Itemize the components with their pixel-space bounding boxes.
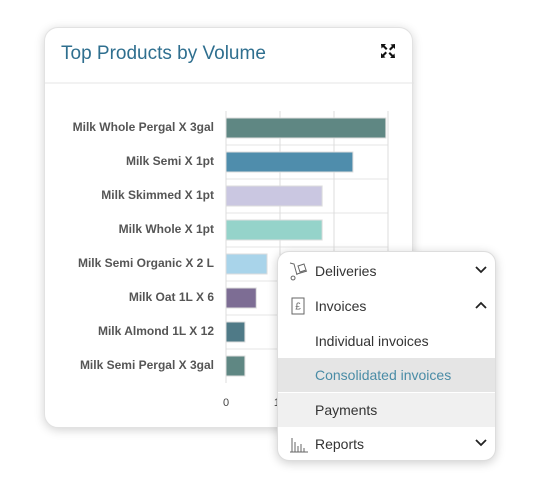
invoice-icon: £ <box>291 297 305 315</box>
bar <box>225 253 268 275</box>
menu-item[interactable]: £ Invoices <box>278 289 495 323</box>
chevron-up <box>475 301 487 309</box>
submenu-item-selected[interactable]: Consolidated invoices <box>278 358 495 392</box>
chevron-down <box>475 439 487 447</box>
bar <box>225 321 246 343</box>
expand-icon[interactable] <box>381 44 395 58</box>
y-tick-label: Milk Whole X 1pt <box>119 222 214 236</box>
chart-title: Top Products by Volume <box>61 43 266 64</box>
y-tick-label: Milk Semi Pergal X 3gal <box>80 358 214 372</box>
menu-label: Invoices <box>315 298 367 314</box>
chevron-down <box>475 266 487 274</box>
submenu-item[interactable]: Payments <box>278 393 495 427</box>
y-tick-label: Milk Skimmed X 1pt <box>101 188 214 202</box>
y-tick-label: Milk Oat 1L X 6 <box>129 290 214 304</box>
submenu-item[interactable]: Individual invoices <box>278 324 495 358</box>
nav-menu: Deliveries £ Invoices Individual invoice… <box>277 251 496 461</box>
svg-text:£: £ <box>295 302 301 313</box>
y-tick-label: Milk Semi X 1pt <box>126 154 214 168</box>
bar <box>225 117 387 139</box>
menu-label: Individual invoices <box>315 333 429 349</box>
bar <box>225 287 257 309</box>
menu-label: Deliveries <box>315 263 377 279</box>
bar <box>225 185 323 207</box>
y-tick-label: Milk Almond 1L X 12 <box>98 324 214 338</box>
y-tick-label: Milk Semi Organic X 2 L <box>78 256 214 270</box>
bar <box>225 219 323 241</box>
menu-label: Consolidated invoices <box>315 367 452 383</box>
menu-item[interactable]: Reports <box>278 427 495 460</box>
bar <box>225 355 246 377</box>
menu-label: Payments <box>315 402 378 418</box>
menu-item[interactable]: Deliveries <box>278 254 495 288</box>
y-tick-label: Milk Whole Pergal X 3gal <box>73 120 214 134</box>
reports-icon <box>290 438 308 453</box>
bar <box>225 151 354 173</box>
menu-label: Reports <box>315 436 365 452</box>
x-tick-label: 0 <box>223 397 229 409</box>
delivery-icon <box>289 262 308 281</box>
